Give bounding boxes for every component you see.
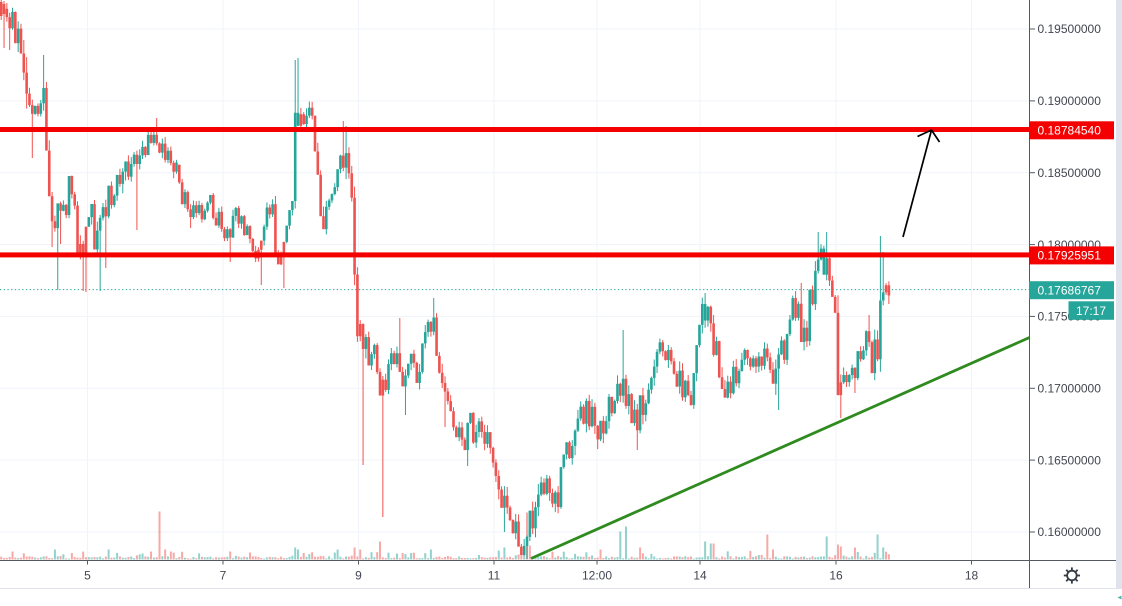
svg-text:0.16000000: 0.16000000 — [1038, 525, 1102, 539]
svg-text:0.16500000: 0.16500000 — [1038, 453, 1102, 467]
svg-text:0.18784540: 0.18784540 — [1038, 124, 1102, 138]
svg-text:18: 18 — [965, 569, 979, 583]
svg-text:11: 11 — [488, 569, 501, 583]
svg-text:14: 14 — [693, 569, 707, 583]
svg-text:17:17: 17:17 — [1076, 304, 1106, 318]
svg-text:12:00: 12:00 — [582, 569, 612, 583]
svg-text:0.19500000: 0.19500000 — [1038, 22, 1102, 36]
svg-text:0.17686767: 0.17686767 — [1038, 283, 1102, 297]
svg-text:0.18500000: 0.18500000 — [1038, 166, 1102, 180]
svg-text:7: 7 — [220, 569, 227, 583]
svg-text:5: 5 — [84, 569, 91, 583]
svg-text:16: 16 — [829, 569, 843, 583]
svg-text:9: 9 — [355, 569, 362, 583]
svg-text:0.19000000: 0.19000000 — [1038, 94, 1102, 108]
svg-text:0.17925951: 0.17925951 — [1038, 249, 1102, 263]
svg-text:0.17000000: 0.17000000 — [1038, 382, 1102, 396]
